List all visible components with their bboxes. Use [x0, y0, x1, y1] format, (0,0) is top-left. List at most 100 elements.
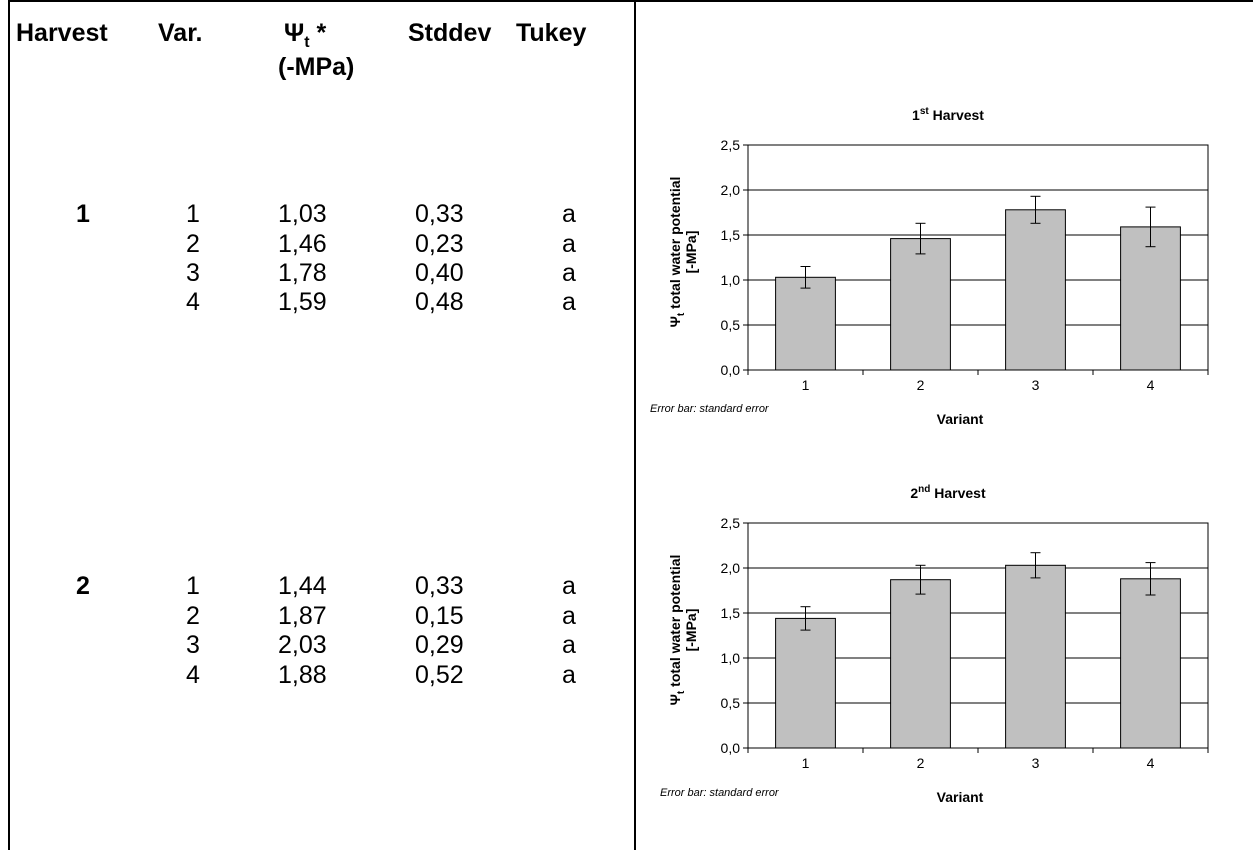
bar-chart-svg: 1st Harvest 0,00,51,01,52,02,51 2 3 4 Ψt to…: [650, 106, 1209, 427]
table-cell-var: 2: [186, 602, 200, 630]
y-tick-label: 2,0: [721, 560, 741, 576]
bar: [1120, 578, 1181, 749]
chart-harvest-2: 2nd Harvest 0,0 0,5 1,0 1,5 2,0 2,5 1 2 3 4 Ψt to…: [648, 478, 1248, 808]
y-axis-label: Ψt total water potential: [667, 177, 687, 328]
table-cell-var: 3: [186, 631, 200, 659]
x-tick-label: 3: [1032, 377, 1040, 393]
table-cell-stddev: 0,15: [415, 602, 464, 630]
header-psi-star: *: [309, 19, 327, 47]
bar: [775, 617, 836, 749]
chart-title-num: 1: [912, 107, 920, 123]
table-cell-psi: 1,78: [278, 259, 327, 287]
table-cell-var: 4: [186, 661, 200, 689]
top-border: [8, 0, 1253, 2]
header-stddev: Stddev: [408, 19, 492, 47]
x-tick-label: 2: [917, 755, 925, 771]
table-cell-var: 2: [186, 230, 200, 258]
y-axis-unit: [-MPa]: [683, 231, 699, 274]
left-border: [8, 0, 10, 850]
table-cell-tukey: a: [562, 288, 576, 316]
table-cell-stddev: 0,29: [415, 631, 464, 659]
chart-title: 2nd Harvest: [910, 484, 986, 501]
bar: [1005, 564, 1066, 749]
header-tukey: Tukey: [516, 19, 587, 47]
table-cell-var: 4: [186, 288, 200, 316]
error-bar-note: Error bar: standard error: [650, 403, 770, 415]
table-cell-stddev: 0,33: [415, 200, 464, 228]
error-bar-note: Error bar: standard error: [660, 787, 780, 799]
y-tick-label: 0,5: [721, 317, 741, 333]
x-tick-label: 1: [802, 755, 810, 771]
bar: [890, 579, 951, 749]
x-tick-label: 2: [917, 377, 925, 393]
header-psi-unit: (-MPa): [278, 53, 355, 81]
harvest-number: 2: [76, 572, 90, 600]
x-axis-label: Variant: [937, 411, 984, 427]
table-cell-psi: 1,44: [278, 572, 327, 600]
plot-area: 0,0 0,5 1,0 1,5 2,0 2,5 1 2 3 4: [721, 137, 1209, 393]
y-tick-label: 0,0: [721, 362, 741, 378]
y-axis-label-psi: Ψ: [667, 694, 683, 705]
header-psi: Ψt *: [284, 18, 326, 58]
table-cell-var: 3: [186, 259, 200, 287]
chart-title-sup: nd: [918, 484, 930, 495]
table-cell-tukey: a: [562, 631, 576, 659]
chart-title: 1st Harvest: [912, 106, 984, 123]
bar-chart-svg: 2nd Harvest 0,00,51,01,52,02,51 2 3 4 Ψt to…: [660, 484, 1209, 805]
y-tick-label: 1,0: [721, 650, 741, 666]
header-var: Var.: [158, 19, 203, 47]
y-tick-label: 2,5: [721, 515, 741, 531]
chart-title-sup: st: [920, 106, 930, 117]
table-cell-stddev: 0,33: [415, 572, 464, 600]
y-tick-label: 2,5: [721, 137, 741, 153]
chart-harvest-1: 1st Harvest 0,0 0,5 1,0 1,5 2,0 2,5 1 2 3 4 Ψt to…: [648, 100, 1248, 430]
table-cell-tukey: a: [562, 200, 576, 228]
x-tick-label: 1: [802, 377, 810, 393]
header-psi-symbol: Ψ: [284, 19, 305, 47]
y-tick-label: 1,5: [721, 227, 741, 243]
y-tick-label: 0,0: [721, 740, 741, 756]
table-cell-tukey: a: [562, 259, 576, 287]
bar: [890, 238, 951, 371]
y-axis-label-rest: total water potential: [667, 177, 683, 313]
table-cell-tukey: a: [562, 230, 576, 258]
table-cell-stddev: 0,52: [415, 661, 464, 689]
table-cell-var: 1: [186, 200, 200, 228]
y-axis-label-psi: Ψ: [667, 316, 683, 327]
y-tick-label: 1,0: [721, 272, 741, 288]
y-axis-unit: [-MPa]: [683, 609, 699, 652]
y-axis-label-sub: t: [676, 690, 687, 694]
table-cell-psi: 1,59: [278, 288, 327, 316]
table-cell-stddev: 0,23: [415, 230, 464, 258]
table-cell-psi: 1,87: [278, 602, 327, 630]
chart-title-num: 2: [910, 485, 918, 501]
header-harvest: Harvest: [16, 19, 108, 47]
y-axis-label: Ψt total water potential: [667, 555, 687, 706]
header-psi-sub: t: [304, 34, 310, 51]
table-cell-tukey: a: [562, 572, 576, 600]
y-tick-label: 0,5: [721, 695, 741, 711]
chart-title-rest: Harvest: [930, 485, 986, 501]
bar: [1005, 209, 1066, 371]
x-tick-label: 4: [1147, 755, 1155, 771]
center-divider: [634, 0, 636, 850]
y-axis-label-sub: t: [676, 312, 687, 316]
x-axis-label: Variant: [937, 789, 984, 805]
x-tick-label: 4: [1147, 377, 1155, 393]
harvest-number: 1: [76, 200, 90, 228]
table-cell-tukey: a: [562, 661, 576, 689]
bar: [1120, 226, 1181, 371]
table-cell-stddev: 0,48: [415, 288, 464, 316]
y-tick-label: 1,5: [721, 605, 741, 621]
table-cell-psi: 2,03: [278, 631, 327, 659]
chart-title-rest: Harvest: [929, 107, 985, 123]
x-tick-label: 3: [1032, 755, 1040, 771]
table-cell-tukey: a: [562, 602, 576, 630]
table-cell-psi: 1,88: [278, 661, 327, 689]
y-axis-label-rest: total water potential: [667, 555, 683, 691]
table-cell-psi: 1,03: [278, 200, 327, 228]
plot-area: 0,0 0,5 1,0 1,5 2,0 2,5 1 2 3 4: [721, 515, 1209, 771]
bar: [775, 276, 836, 371]
table-cell-psi: 1,46: [278, 230, 327, 258]
